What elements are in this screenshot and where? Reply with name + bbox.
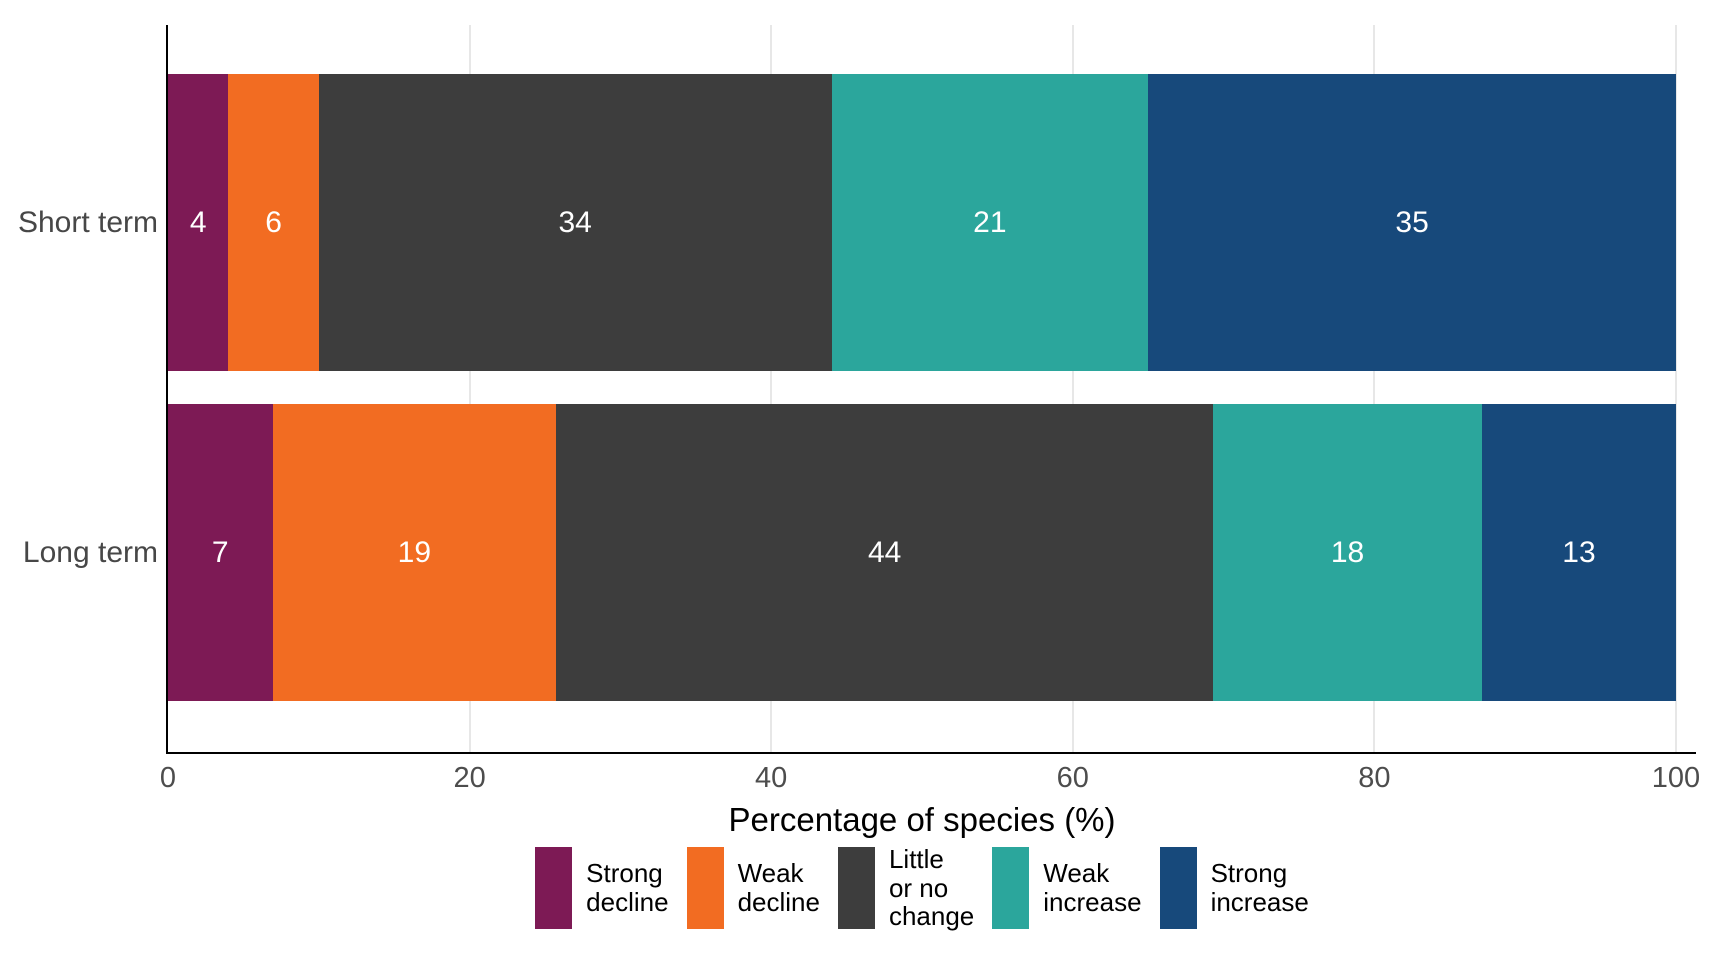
bar-value-label: 18 <box>1330 535 1365 569</box>
x-tick-label-20: 20 <box>453 762 486 794</box>
legend-item-weak-decline: Weak decline <box>686 847 820 929</box>
x-tick-label-40: 40 <box>755 762 788 794</box>
bar-long-term: 7 19 44 18 13 <box>168 404 1676 701</box>
x-axis-line <box>166 752 1696 754</box>
legend-item-weak-increase: Weak increase <box>992 847 1142 929</box>
gridline-80 <box>1373 25 1376 752</box>
legend-swatch-strong-increase <box>1159 847 1197 929</box>
legend-label: Strong increase <box>1210 858 1309 917</box>
bar-value-label: 19 <box>397 535 432 569</box>
legend-swatch-little-or-no-change <box>837 847 875 929</box>
bar-segment-long-term-strong-decline: 7 <box>168 404 273 701</box>
category-label-short-term: Short term <box>17 205 158 239</box>
bar-segment-long-term-strong-increase: 13 <box>1481 404 1676 701</box>
bar-segment-long-term-weak-increase: 18 <box>1213 404 1482 701</box>
x-tick-label-60: 60 <box>1056 762 1089 794</box>
gridline-60 <box>1071 25 1074 752</box>
legend-label: Strong decline <box>586 858 669 917</box>
bar-value-label: 6 <box>265 205 282 239</box>
legend-label: Little or no change <box>888 844 975 932</box>
legend-swatch-strong-decline <box>535 847 573 929</box>
gridline-20 <box>468 25 471 752</box>
x-axis-title: Percentage of species (%) <box>728 801 1116 838</box>
bar-value-label: 7 <box>211 535 229 569</box>
bar-value-label: 21 <box>973 205 1007 239</box>
bar-value-label: 34 <box>558 205 592 239</box>
gridline-100 <box>1675 25 1677 752</box>
gridline-40 <box>770 25 773 752</box>
y-axis-line <box>166 25 168 752</box>
x-tick-label-80: 80 <box>1358 762 1391 794</box>
bar-short-term: 4 6 34 21 35 <box>168 74 1676 371</box>
bar-segment-short-term-weak-decline: 6 <box>228 74 319 371</box>
bar-segment-short-term-strong-decline: 4 <box>168 74 229 371</box>
x-tick-label-100: 100 <box>1651 762 1701 794</box>
bar-value-label: 44 <box>867 535 902 569</box>
bar-segment-short-term-strong-increase: 35 <box>1148 74 1676 371</box>
x-tick-label-0: 0 <box>159 762 177 794</box>
bar-segment-short-term-weak-increase: 21 <box>831 74 1149 371</box>
bar-segment-long-term-weak-decline: 19 <box>272 404 557 701</box>
legend-label: Weak increase <box>1043 858 1142 917</box>
legend-item-strong-decline: Strong decline <box>535 847 669 929</box>
bar-segment-long-term-little-or-no-change: 44 <box>556 404 1214 701</box>
bar-value-label: 35 <box>1395 205 1429 239</box>
legend-item-little-or-no-change: Little or no change <box>837 844 975 932</box>
legend-item-strong-increase: Strong increase <box>1159 847 1309 929</box>
category-label-long-term: Long term <box>22 535 158 569</box>
bar-segment-short-term-little-or-no-change: 34 <box>318 74 832 371</box>
legend-swatch-weak-decline <box>686 847 724 929</box>
legend: Strong decline Weak decline Little or no c… <box>168 843 1676 933</box>
bar-value-label: 13 <box>1562 535 1596 569</box>
legend-swatch-weak-increase <box>992 847 1030 929</box>
bar-value-label: 4 <box>189 205 207 239</box>
legend-label: Weak decline <box>737 858 820 917</box>
